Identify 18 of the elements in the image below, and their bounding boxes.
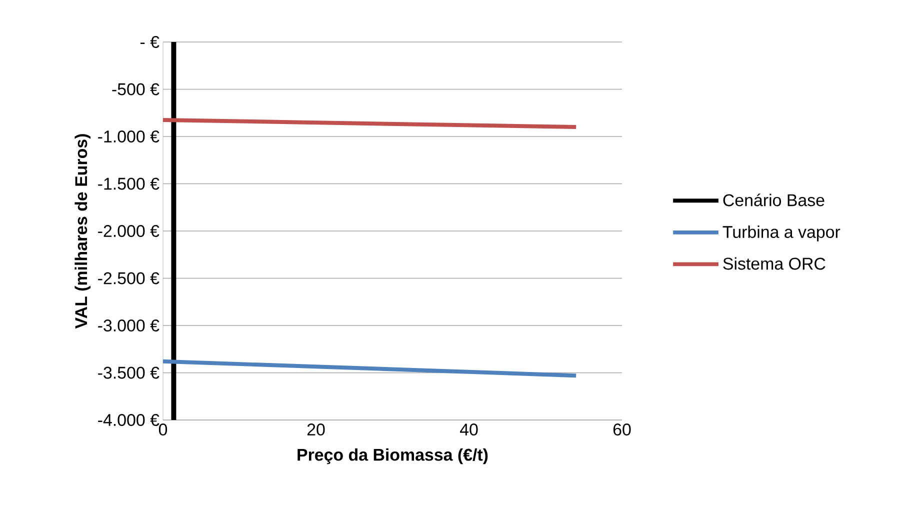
y-tick-label: -3.000 € [98, 320, 160, 332]
legend-label: Turbina a vapor [722, 226, 840, 242]
y-tick-label: -4.000 € [98, 414, 160, 426]
y-tick-label: -500 € [112, 83, 160, 96]
y-tick-label: -2.000 € [98, 225, 160, 237]
x-tick-label: 60 [613, 424, 631, 436]
y-tick-label: -1.500 € [98, 178, 160, 190]
y-tick-label: - € [140, 36, 160, 48]
y-tick-label: -3.500 € [98, 366, 160, 379]
y-tick-label: -2.500 € [98, 272, 160, 284]
x-tick-label: 0 [158, 424, 168, 436]
y-axis-title: VAL (milhares de Euros) [74, 134, 90, 329]
y-tick-label: -1.000 € [98, 130, 160, 142]
x-axis-title: Preço da Biomassa (€/t) [298, 448, 488, 464]
x-tick-label: 20 [307, 424, 325, 436]
legend-label: Sistema ORC [723, 257, 826, 270]
x-tick-label: 40 [460, 424, 478, 436]
legend-label: Cenário Base [723, 194, 824, 206]
